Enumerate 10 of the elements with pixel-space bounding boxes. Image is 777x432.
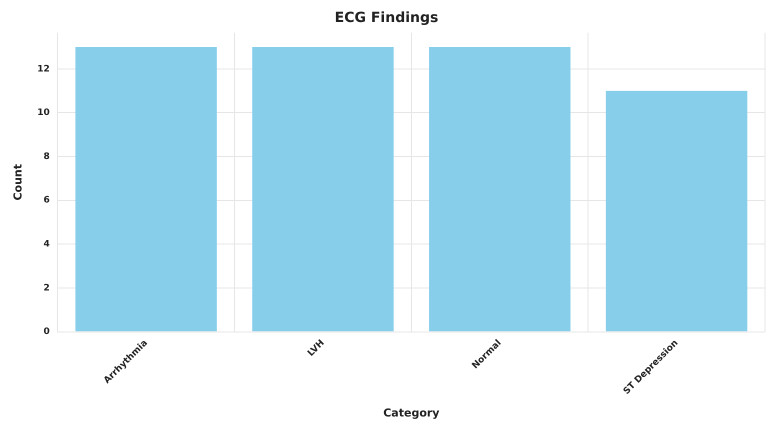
y-tick-label: 4 <box>43 239 50 250</box>
y-tick-label: 2 <box>43 283 50 294</box>
y-axis-title: Count <box>11 164 24 201</box>
y-tick-label: 8 <box>43 152 50 162</box>
y-tick-label: 10 <box>37 108 50 118</box>
y-tick-label: 0 <box>43 327 50 338</box>
y-tick-label: 12 <box>37 64 50 74</box>
chart-title: ECG Findings <box>334 10 438 26</box>
x-axis-title: Category <box>383 406 440 420</box>
y-tick-label: 6 <box>43 196 50 206</box>
